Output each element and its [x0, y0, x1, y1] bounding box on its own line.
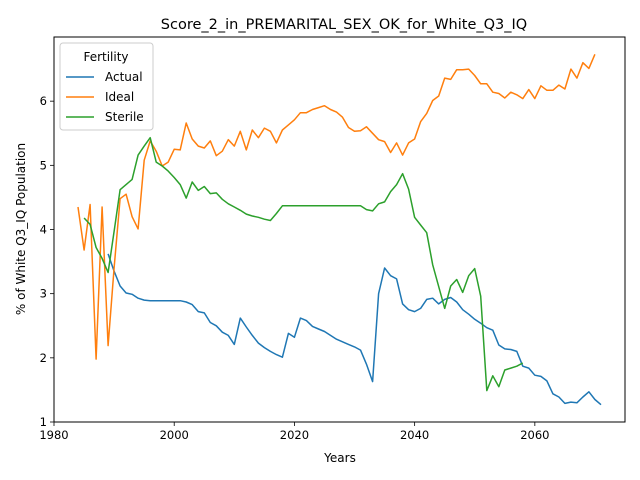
chart-title: Score_2_in_PREMARITAL_SEX_OK_for_White_Q… — [161, 17, 527, 33]
y-tick-label: 1 — [40, 415, 47, 429]
legend-box — [59, 42, 154, 131]
x-axis-label: Years — [323, 451, 356, 465]
y-tick-label: 5 — [40, 158, 47, 172]
series-line-actual — [107, 253, 602, 406]
x-tick-label: 2040 — [400, 428, 429, 442]
y-tick-label: 4 — [40, 223, 47, 237]
x-tick-label: 2020 — [280, 428, 309, 442]
plot-lines — [77, 54, 602, 406]
y-tick-label: 6 — [40, 94, 47, 108]
legend-title: Fertility — [83, 50, 128, 64]
legend-label-actual: Actual — [105, 70, 143, 84]
x-axis-ticks: 1980 2000 2020 2040 2060 — [39, 422, 549, 442]
legend-label-ideal: Ideal — [105, 90, 134, 104]
y-axis-label: % of White Q3_IQ Population — [14, 143, 28, 315]
x-tick-label: 2060 — [520, 428, 549, 442]
y-tick-label: 3 — [40, 287, 47, 301]
x-tick-label: 1980 — [39, 428, 68, 442]
legend-items: Actual Ideal Sterile — [66, 70, 144, 124]
y-tick-label: 2 — [40, 351, 47, 365]
y-axis-ticks: 1 2 3 4 5 6 — [40, 94, 54, 429]
x-tick-label: 2000 — [160, 428, 189, 442]
legend-label-sterile: Sterile — [105, 110, 144, 124]
legend: Fertility Actual Ideal Sterile — [59, 42, 154, 131]
series-line-sterile — [83, 136, 524, 392]
series-line-ideal — [77, 54, 596, 360]
